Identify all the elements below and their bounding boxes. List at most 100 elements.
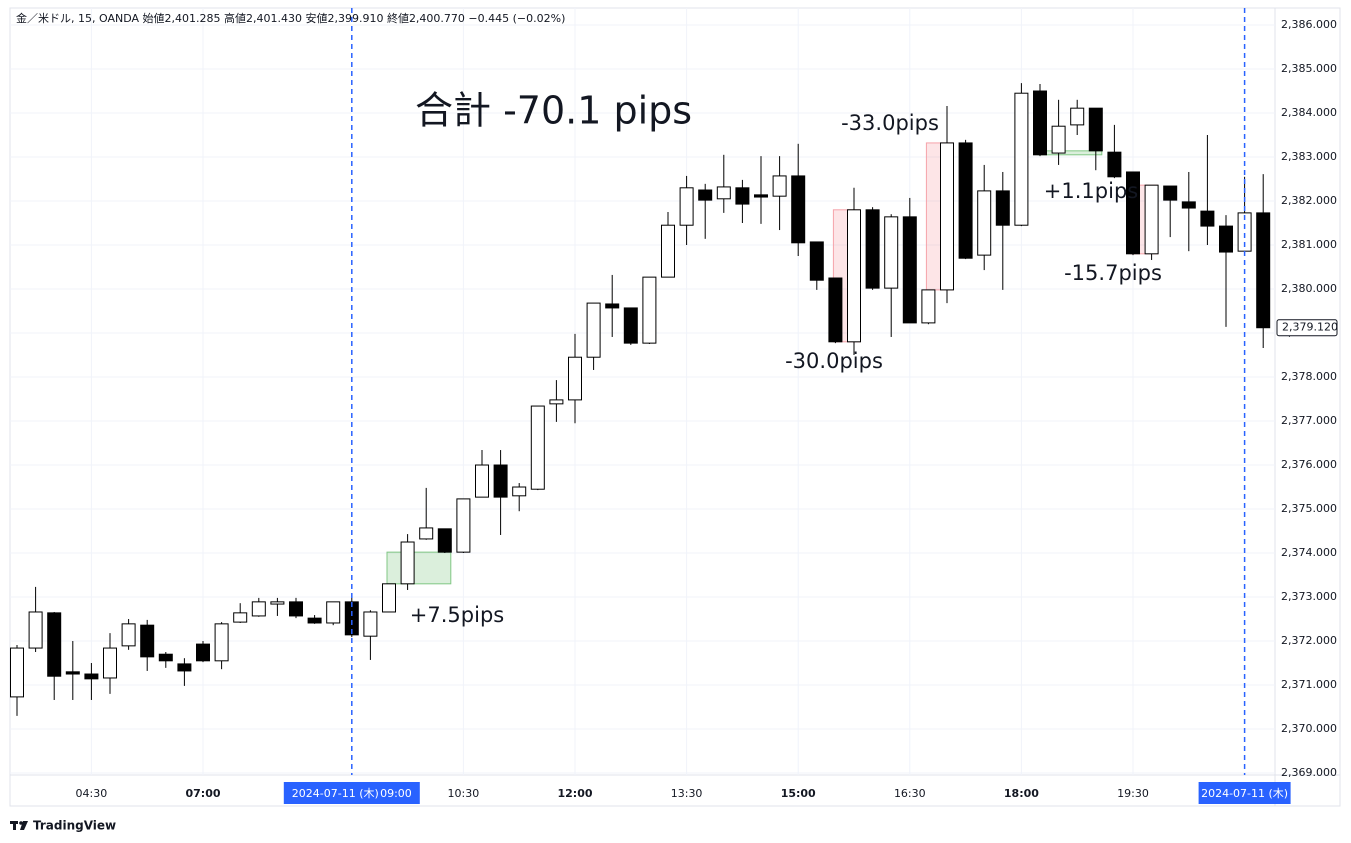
candle-body <box>196 643 210 662</box>
trade-pips-label: +1.1pips <box>1044 179 1138 203</box>
y-tick-label: 2,374.000 <box>1281 546 1337 559</box>
candle-body <box>828 277 843 343</box>
candle-body <box>1126 171 1140 255</box>
trade-pips-label: +7.5pips <box>410 603 504 627</box>
candle-body <box>754 194 768 198</box>
y-tick-label: 2,376.000 <box>1281 458 1337 471</box>
candle-body <box>995 190 1010 226</box>
candle-body <box>847 209 861 343</box>
candle-body <box>809 241 824 281</box>
y-tick-label: 2,370.000 <box>1281 722 1337 735</box>
y-tick-label: 2,373.000 <box>1281 590 1337 603</box>
candle-body <box>698 189 713 201</box>
candle-body <box>493 464 508 498</box>
trade-pips-label: -30.0pips <box>785 349 883 373</box>
candle-body <box>586 302 601 358</box>
trade-zones <box>386 142 1159 585</box>
candle-body <box>344 601 359 636</box>
trade-pips-label: -33.0pips <box>841 111 939 135</box>
y-tick-label: 2,383.000 <box>1281 150 1337 163</box>
candle-body <box>1144 184 1159 255</box>
candle-body <box>289 601 303 617</box>
x-tick-label: 19:30 <box>1117 787 1149 800</box>
candle-body <box>140 624 155 658</box>
trade-zone <box>386 551 452 585</box>
candle-body <box>902 216 917 324</box>
candle-body <box>661 224 675 278</box>
y-tick-label: 2,378.000 <box>1281 370 1337 383</box>
candle-body <box>884 216 899 289</box>
candle-body <box>214 623 229 662</box>
crosshair-time: 09:00 <box>380 787 412 800</box>
candle-body <box>437 528 452 553</box>
candles <box>10 83 1271 716</box>
candle-body <box>1181 201 1196 209</box>
candle-body <box>233 612 248 623</box>
candle-body <box>103 647 117 679</box>
last-price-box <box>1276 319 1338 337</box>
candle-body <box>1219 225 1233 253</box>
candle-body <box>475 464 489 498</box>
candle-body <box>307 617 322 624</box>
y-tick-label: 2,380.000 <box>1281 282 1337 295</box>
candle-body <box>958 142 973 259</box>
candle-body <box>177 663 192 672</box>
candle-body <box>549 399 564 405</box>
y-tick-label: 2,372.000 <box>1281 634 1337 647</box>
trade-zone <box>1037 150 1103 156</box>
logo-shape <box>13 821 16 830</box>
logo-shape <box>20 821 28 830</box>
candle-body <box>679 187 694 226</box>
crosshair-date: 2024-07-11 (木) <box>292 787 379 800</box>
candle-body <box>1051 125 1066 154</box>
candle-body <box>865 209 880 289</box>
candle-body <box>940 142 954 291</box>
candle-body <box>1033 90 1047 156</box>
brand-name: TradingView <box>33 819 116 833</box>
candle-body <box>419 527 434 540</box>
candle-body <box>1107 151 1122 178</box>
candle-body <box>382 583 396 613</box>
candle-body <box>270 601 285 605</box>
candle-body <box>10 647 24 698</box>
y-tick-label: 2,381.000 <box>1281 238 1337 251</box>
candle-body <box>47 612 62 677</box>
x-tick-label: 12:00 <box>557 787 592 800</box>
y-tick-label: 2,384.000 <box>1281 106 1337 119</box>
candle-body <box>772 175 787 197</box>
y-tick-label: 2,369.000 <box>1281 766 1337 779</box>
candle-body <box>1163 185 1178 201</box>
crosshair-date-box <box>1198 782 1291 804</box>
trade-pips-label: -15.7pips <box>1064 261 1162 285</box>
candle-body <box>623 307 638 344</box>
x-tick-label: 13:30 <box>671 787 703 800</box>
y-tick-label: 2,386.000 <box>1281 18 1337 31</box>
candle-body <box>1014 92 1029 226</box>
candle-body <box>512 486 527 497</box>
chart-frame <box>9 7 1341 807</box>
x-tick-label: 18:00 <box>1004 787 1039 800</box>
symbol-header: 金／米ドル, 15, OANDA 始値2,401.285 高値2,401.430… <box>16 11 565 25</box>
candle-body <box>1200 210 1215 227</box>
x-tick-label: 04:30 <box>76 787 108 800</box>
candle-body <box>791 175 806 244</box>
candle-body <box>530 405 545 490</box>
x-tick-label: 10:30 <box>448 787 480 800</box>
y-tick-label: 2,371.000 <box>1281 678 1337 691</box>
candle-body <box>251 601 266 617</box>
candle-body <box>400 541 415 585</box>
y-tick-label: 2,377.000 <box>1281 414 1337 427</box>
crosshair-date-box <box>283 782 420 804</box>
candle-body <box>605 303 620 309</box>
candle-body <box>121 623 136 647</box>
overlay: 2,369.000 2,370.000 2,371.000 2,372.000 2,37… <box>76 8 1338 804</box>
last-price-label: 2,379.120 <box>1282 321 1338 334</box>
y-tick-label: 2,375.000 <box>1281 502 1337 515</box>
candle-body <box>1088 107 1103 152</box>
y-tick-label: 2,385.000 <box>1281 62 1337 75</box>
candle-body <box>1256 212 1271 329</box>
x-tick-label: 15:00 <box>781 787 816 800</box>
candle-body <box>716 186 731 200</box>
candle-body <box>84 673 99 680</box>
